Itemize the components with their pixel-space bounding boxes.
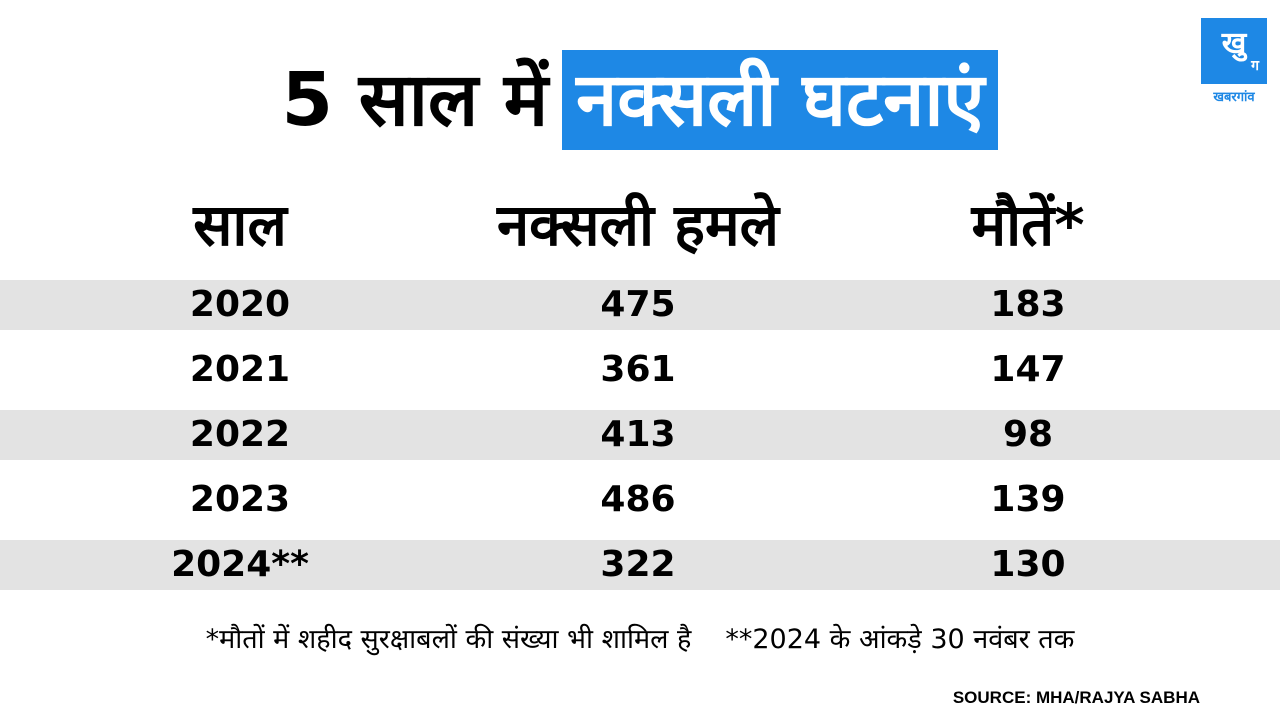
cell-deaths: 130 — [990, 544, 1066, 585]
logo-mark-bottom: ग — [1251, 58, 1259, 74]
cell-attacks: 322 — [600, 544, 676, 585]
column-header-year: साल — [193, 191, 287, 259]
cell-deaths: 183 — [990, 284, 1066, 325]
table-body: 2020 475 183 2021 361 147 2022 413 98 20… — [0, 280, 1280, 605]
page-title: 5 साल में नक्सली घटनाएं — [0, 50, 1280, 150]
cell-year: 2024** — [171, 544, 309, 585]
table-row: 2023 486 139 — [0, 475, 1280, 525]
footnote-2024: **2024 के आंकड़े 30 नवंबर तक — [725, 624, 1075, 655]
title-highlight-text: नक्सली घटनाएं — [562, 50, 999, 150]
cell-attacks: 361 — [600, 349, 676, 390]
cell-deaths: 98 — [1002, 414, 1054, 455]
cell-year: 2023 — [189, 479, 291, 520]
logo-mark-top: खु — [1221, 26, 1247, 61]
cell-year: 2022 — [189, 414, 291, 455]
logo-caption: खबरगांव — [1213, 90, 1255, 105]
brand-logo: खु ग खबरगांव — [1198, 18, 1270, 108]
table-row: 2022 413 98 — [0, 410, 1280, 460]
table-row: 2021 361 147 — [0, 345, 1280, 395]
cell-attacks: 486 — [600, 479, 676, 520]
source-credit: SOURCE: MHA/RAJYA SABHA — [952, 688, 1200, 707]
cell-attacks: 413 — [600, 414, 676, 455]
title-plain-text: 5 साल में — [281, 57, 549, 143]
table-row: 2024** 322 130 — [0, 540, 1280, 590]
cell-year: 2021 — [189, 349, 291, 390]
column-header-deaths: मौतें* — [971, 191, 1085, 259]
footnote-deaths: *मौतों में शहीद सुरक्षाबलों की संख्या भी… — [205, 624, 692, 655]
cell-attacks: 475 — [600, 284, 676, 325]
logo-icon: खु ग — [1201, 18, 1267, 84]
table-row: 2020 475 183 — [0, 280, 1280, 330]
cell-year: 2020 — [189, 284, 291, 325]
cell-deaths: 147 — [990, 349, 1066, 390]
cell-deaths: 139 — [990, 479, 1066, 520]
footnotes: *मौतों में शहीद सुरक्षाबलों की संख्या भी… — [0, 618, 1280, 662]
table-header: साल नक्सली हमले मौतें* — [0, 185, 1280, 265]
column-header-attacks: नक्सली हमले — [496, 191, 779, 259]
